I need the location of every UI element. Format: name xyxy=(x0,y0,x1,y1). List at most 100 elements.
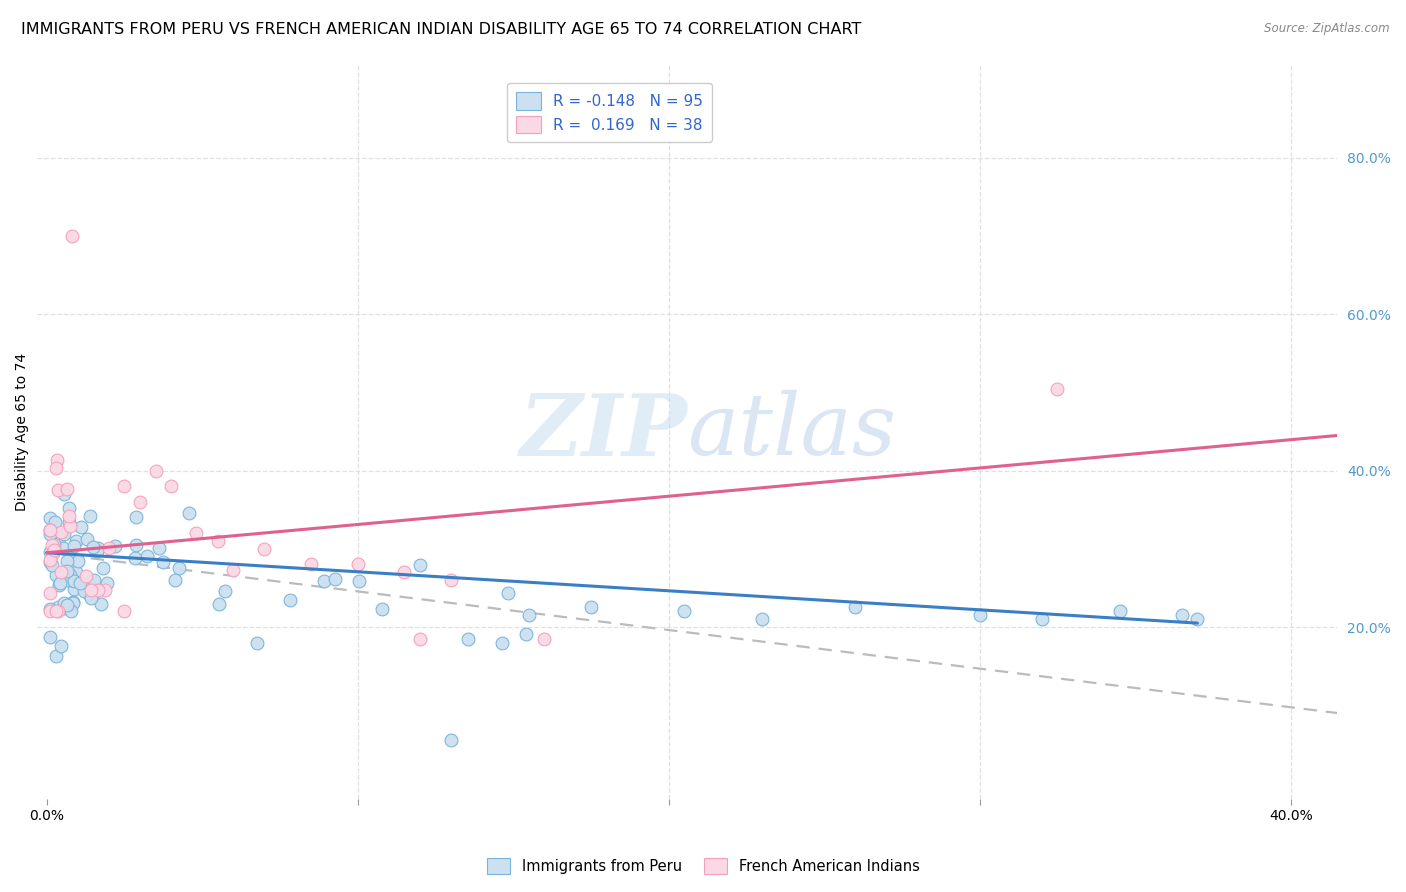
Point xyxy=(46,600,69,615)
Point xyxy=(44,515,66,529)
Point xyxy=(409,558,432,572)
Point xyxy=(59,519,82,533)
Point xyxy=(312,574,335,589)
Point xyxy=(73,583,96,598)
Point xyxy=(96,576,118,591)
Point xyxy=(56,554,79,568)
Point xyxy=(1046,382,1069,396)
Point xyxy=(222,563,245,577)
Point xyxy=(38,602,60,616)
Point xyxy=(496,586,519,600)
Point xyxy=(55,565,77,579)
Point xyxy=(77,576,100,591)
Point xyxy=(63,574,86,589)
Point xyxy=(38,545,60,559)
Point xyxy=(112,604,135,618)
Point xyxy=(77,587,100,601)
Point xyxy=(177,506,200,520)
Point xyxy=(135,549,157,563)
Point xyxy=(65,565,87,579)
Point xyxy=(103,539,125,553)
Point xyxy=(440,733,463,747)
Point xyxy=(129,495,152,509)
Point xyxy=(323,572,346,586)
Point xyxy=(163,573,186,587)
Point xyxy=(60,229,83,244)
Point xyxy=(91,561,114,575)
Point xyxy=(112,479,135,493)
Point xyxy=(70,519,93,533)
Point xyxy=(83,574,105,588)
Point xyxy=(1187,612,1209,626)
Point xyxy=(42,541,65,555)
Point xyxy=(49,639,72,653)
Point xyxy=(45,604,67,618)
Point xyxy=(207,534,229,549)
Point xyxy=(41,538,63,552)
Point xyxy=(55,482,77,496)
Point xyxy=(67,554,90,568)
Point xyxy=(38,510,60,524)
Point xyxy=(62,595,84,609)
Point xyxy=(41,558,63,573)
Point xyxy=(1108,604,1130,618)
Point xyxy=(152,555,174,569)
Point xyxy=(440,573,463,587)
Point xyxy=(457,632,479,647)
Point xyxy=(38,604,60,618)
Text: atlas: atlas xyxy=(688,390,897,473)
Point xyxy=(579,600,602,615)
Point xyxy=(125,538,148,552)
Point xyxy=(124,550,146,565)
Point xyxy=(58,515,80,529)
Point xyxy=(38,555,60,569)
Point xyxy=(371,602,394,616)
Point xyxy=(278,592,301,607)
Point xyxy=(347,574,370,588)
Point xyxy=(87,541,110,556)
Point xyxy=(59,567,82,582)
Point xyxy=(208,597,231,611)
Point xyxy=(246,635,269,649)
Point xyxy=(42,543,65,558)
Point xyxy=(49,576,72,591)
Point xyxy=(48,578,70,592)
Point xyxy=(969,608,991,623)
Point xyxy=(673,604,696,618)
Point xyxy=(69,576,91,591)
Point xyxy=(184,526,207,541)
Point xyxy=(52,541,75,556)
Legend: Immigrants from Peru, French American Indians: Immigrants from Peru, French American In… xyxy=(481,852,925,880)
Point xyxy=(53,601,76,615)
Point xyxy=(60,574,83,588)
Point xyxy=(253,541,276,556)
Point xyxy=(39,527,62,541)
Point xyxy=(145,464,167,478)
Point xyxy=(169,560,191,574)
Point xyxy=(52,526,75,541)
Point xyxy=(63,582,86,596)
Point xyxy=(533,632,555,646)
Point xyxy=(58,501,80,516)
Point xyxy=(45,567,67,582)
Point xyxy=(45,453,67,467)
Point xyxy=(299,558,322,572)
Point xyxy=(65,533,87,548)
Text: ZIP: ZIP xyxy=(519,390,688,474)
Point xyxy=(38,524,60,538)
Point xyxy=(1031,612,1053,626)
Y-axis label: Disability Age 65 to 74: Disability Age 65 to 74 xyxy=(15,352,30,510)
Point xyxy=(94,583,117,598)
Point xyxy=(42,546,65,560)
Point xyxy=(49,524,72,539)
Point xyxy=(515,627,537,641)
Point xyxy=(751,612,773,626)
Point xyxy=(56,574,79,588)
Point xyxy=(90,597,112,611)
Point xyxy=(80,591,103,606)
Point xyxy=(82,540,104,554)
Point xyxy=(491,635,513,649)
Point xyxy=(59,604,82,618)
Point xyxy=(52,596,75,610)
Point xyxy=(844,600,866,615)
